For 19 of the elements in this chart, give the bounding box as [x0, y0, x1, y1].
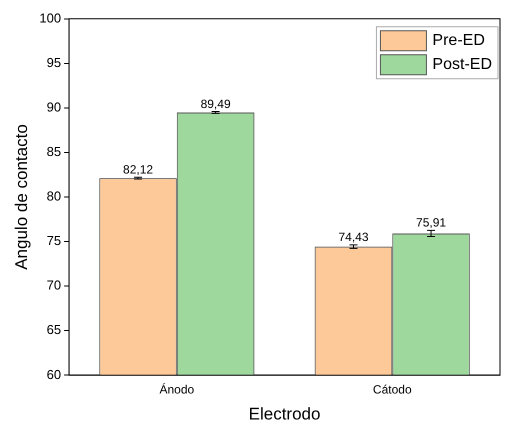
y-tick-label: 65 [46, 322, 62, 338]
y-tick-label: 70 [46, 278, 62, 293]
legend-label: Post-ED [432, 56, 492, 74]
y-tick-label: 100 [39, 10, 62, 26]
y-tick-label: 85 [46, 144, 62, 160]
data-label: 82,12 [123, 162, 154, 177]
y-tick-label: 75 [46, 233, 62, 248]
y-tick-label: 60 [46, 366, 62, 382]
legend-label: Pre-ED [432, 32, 485, 50]
y-tick-label: 95 [46, 54, 62, 70]
data-label: 89,49 [200, 96, 231, 111]
x-axis-title: Electrodo [248, 404, 320, 424]
y-tick-label: 80 [46, 188, 62, 204]
x-tick-label: Ánodo [159, 382, 194, 397]
y-tick-label: 90 [46, 99, 62, 114]
data-label: 74,43 [338, 230, 369, 244]
y-axis-title: Angulo de contacto [12, 124, 31, 270]
x-tick-label: Cátodo [372, 382, 412, 397]
data-label: 75,91 [416, 216, 446, 230]
